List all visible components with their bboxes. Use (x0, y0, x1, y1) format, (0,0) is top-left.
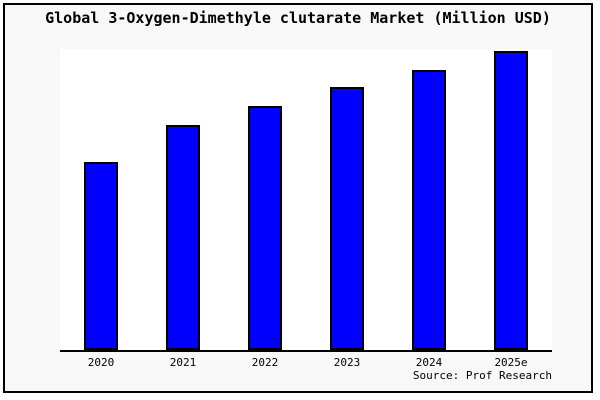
figure-frame: Global 3-Oxygen-Dimethyle clutarate Mark… (3, 3, 593, 393)
x-tick-label-2021: 2021 (169, 356, 197, 369)
x-tick-label-2020: 2020 (87, 356, 115, 369)
bar-2024 (412, 70, 446, 350)
bar-2025e (494, 51, 528, 350)
x-tick-label-2022: 2022 (251, 356, 279, 369)
x-tick-label-2023: 2023 (333, 356, 361, 369)
x-tick-label-2025e: 2025e (494, 356, 528, 369)
bar-2023 (330, 87, 364, 350)
bar-2022 (248, 106, 282, 350)
bar-2020 (84, 162, 118, 350)
source-note: Source: Prof Research (412, 369, 552, 382)
bar-2021 (166, 125, 200, 350)
x-tick-label-2024: 2024 (415, 356, 443, 369)
plot-area (60, 49, 552, 352)
x-axis-labels: 2020 2021 2022 2023 2024 2025e (60, 356, 552, 372)
chart-title: Global 3-Oxygen-Dimethyle clutarate Mark… (45, 9, 551, 27)
